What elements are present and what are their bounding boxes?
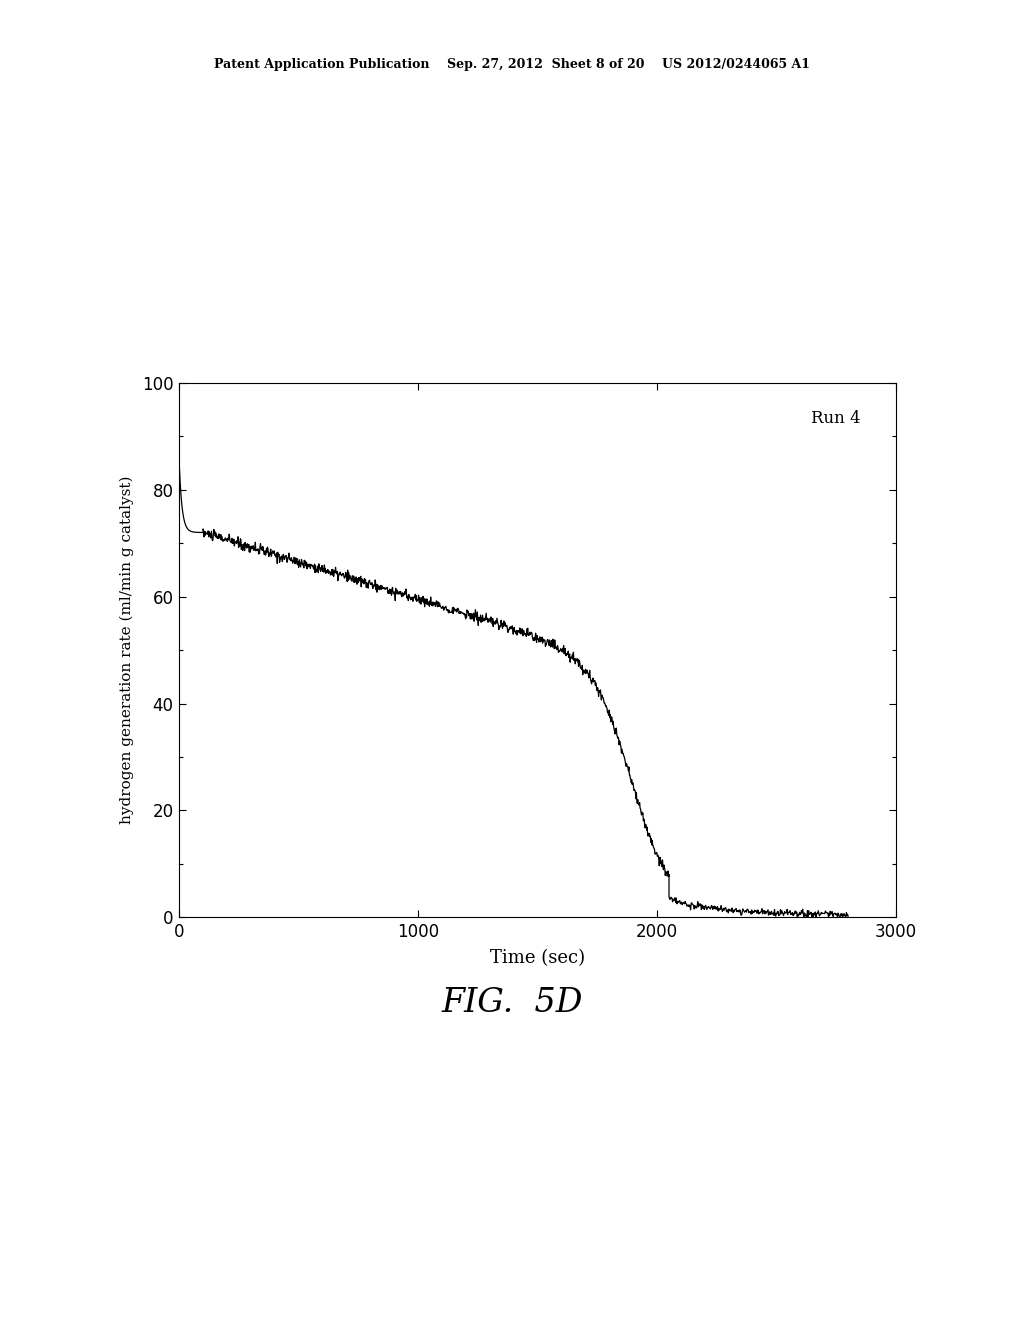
Text: FIG.  5D: FIG. 5D [441, 987, 583, 1019]
X-axis label: Time (sec): Time (sec) [490, 949, 585, 968]
Y-axis label: hydrogen generation rate (ml/min g catalyst): hydrogen generation rate (ml/min g catal… [119, 475, 134, 825]
Text: Run 4: Run 4 [811, 409, 860, 426]
Text: Patent Application Publication    Sep. 27, 2012  Sheet 8 of 20    US 2012/024406: Patent Application Publication Sep. 27, … [214, 58, 810, 71]
